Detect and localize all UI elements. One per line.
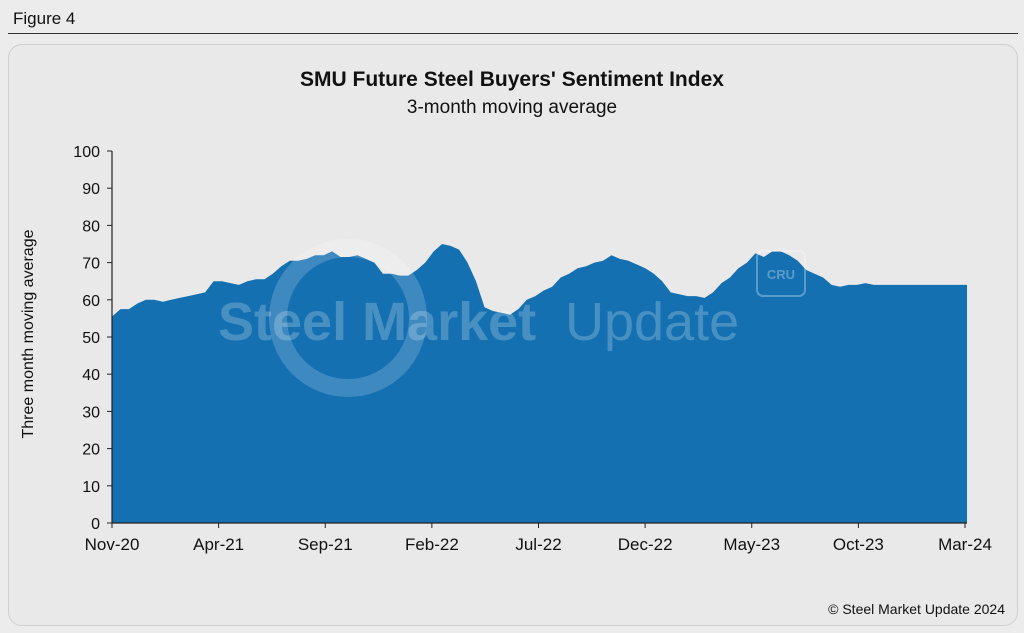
- chart-title: SMU Future Steel Buyers' Sentiment Index: [300, 68, 724, 91]
- x-tick-label: Mar-24: [938, 535, 992, 554]
- series-area: [112, 244, 967, 523]
- x-ticks: Nov-20 Apr-21 Sep-21 Feb-22 Jul-22 Dec-22 May-…: [85, 523, 992, 554]
- footer-copyright: © Steel Market Update 2024: [828, 601, 1005, 617]
- x-tick-label: Sep-21: [298, 535, 353, 554]
- x-tick-label: Oct-23: [833, 535, 884, 554]
- watermark-badge-box: [756, 250, 806, 297]
- y-tick-label: 30: [82, 404, 100, 421]
- watermark-text-bold: Steel Market: [218, 292, 536, 352]
- area-layer: [112, 244, 967, 523]
- y-ticks: 0 10 20 30 40 50 60 70 80 90 100: [73, 144, 112, 533]
- x-tick-label: Feb-22: [405, 535, 459, 554]
- y-tick-label: 40: [82, 367, 100, 384]
- watermark-badge-text: CRU: [767, 267, 795, 282]
- y-tick-label: 100: [73, 144, 100, 161]
- y-tick-label: 60: [82, 293, 100, 310]
- watermark: Steel Market Update CRU: [218, 239, 806, 397]
- watermark-text-light: Update: [565, 292, 739, 352]
- y-tick-label: 80: [82, 218, 100, 235]
- y-tick-label: 0: [91, 516, 100, 533]
- x-tick-label: Nov-20: [85, 535, 140, 554]
- y-tick-label: 20: [82, 442, 100, 459]
- x-tick-label: Dec-22: [618, 535, 673, 554]
- y-axis-label: Three month moving average: [20, 229, 37, 438]
- y-tick-label: 90: [82, 181, 100, 198]
- chart-subtitle: 3-month moving average: [407, 97, 617, 118]
- y-tick-label: 70: [82, 256, 100, 273]
- figure-divider: [8, 33, 1018, 34]
- y-tick-label: 50: [82, 330, 100, 347]
- watermark-logo-ring: [269, 239, 427, 397]
- y-tick-label: 10: [82, 479, 100, 496]
- x-tick-label: Jul-22: [515, 535, 561, 554]
- x-tick-label: May-23: [723, 535, 780, 554]
- x-tick-label: Apr-21: [193, 535, 244, 554]
- figure-label: Figure 4: [13, 9, 76, 28]
